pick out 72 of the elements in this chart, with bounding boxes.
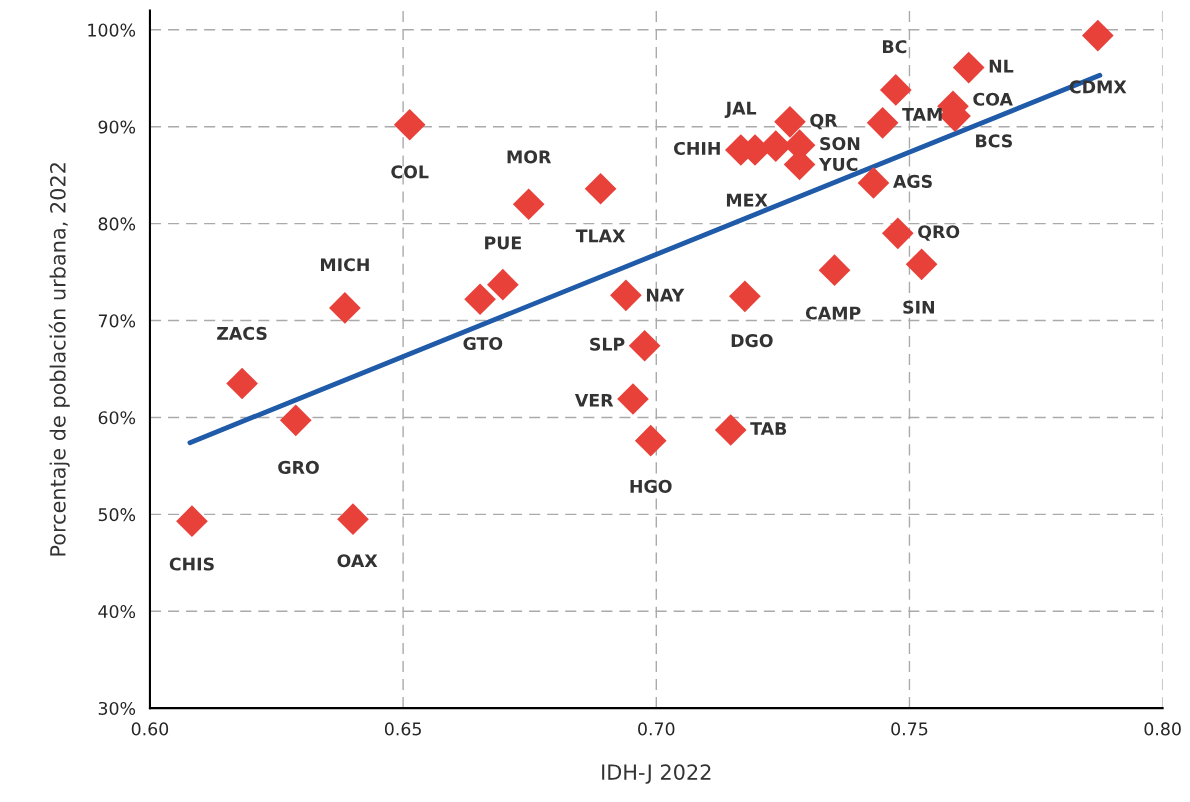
point [628, 329, 661, 362]
x-tick-label: 0.65 [384, 722, 421, 736]
y-tick-label: 60% [98, 411, 136, 425]
x-tick-label: 0.70 [638, 722, 675, 736]
annotation: COL [391, 165, 429, 179]
x-tick-label: 0.75 [891, 722, 928, 736]
annotation: AGS [893, 174, 932, 188]
annotation: MEX [726, 193, 768, 207]
annotation: MOR [507, 150, 552, 164]
annotation: VER [574, 393, 614, 407]
x-tick-label: 0.60 [131, 722, 169, 736]
point [857, 167, 890, 199]
annotation: OAX [337, 554, 378, 568]
point [952, 51, 985, 84]
annotation: GRO [278, 460, 319, 474]
annotation: QRO [918, 225, 960, 241]
y-tick-label: 40% [98, 604, 136, 619]
annotation: DGO [731, 334, 773, 348]
annotation: BC [883, 40, 907, 54]
x-axis-title: IDH-J 2022 [602, 764, 711, 784]
point [279, 404, 312, 437]
annotation: PUE [485, 236, 521, 250]
point [1081, 19, 1114, 52]
annotation: SON [820, 137, 860, 151]
point [610, 279, 642, 312]
y-tick-label: 70% [98, 314, 136, 328]
point [714, 414, 747, 446]
annotation: TAM [902, 108, 942, 121]
x-tick-label: 0.80 [1144, 722, 1181, 736]
point [487, 268, 519, 301]
y-tick-label: 50% [98, 508, 136, 522]
annotation: SLP [590, 337, 625, 351]
annotation: TAB [750, 422, 787, 435]
annotation: JAL [724, 101, 757, 118]
point [337, 503, 369, 536]
point [176, 505, 208, 537]
point [464, 283, 496, 316]
annotation: HGO [630, 479, 672, 493]
point [226, 367, 258, 400]
point [774, 106, 806, 138]
annotation: TLAX [575, 229, 626, 243]
annotation: MICH [320, 258, 369, 272]
annotation: CHIH [674, 141, 720, 156]
annotation: CAMP [805, 306, 861, 320]
y-tick-label: 100% [88, 23, 136, 37]
annotation: COA [973, 92, 1013, 106]
y-axis-title: Porcentaje de población urbana, 2022 [48, 163, 70, 556]
y-tick-label: 30% [98, 701, 136, 716]
point [905, 248, 938, 281]
y-tick-label: 80% [98, 217, 136, 231]
annotation: BCS [976, 134, 1013, 148]
annotation: YUC [818, 157, 858, 171]
annotation: GTO [463, 336, 503, 351]
point [729, 280, 761, 313]
annotation: NAY [646, 288, 685, 302]
point [512, 188, 545, 221]
point [818, 254, 851, 286]
point [329, 292, 361, 324]
annotation: NL [989, 59, 1014, 73]
point [393, 108, 426, 141]
annotation: CHIS [169, 557, 214, 571]
annotation: QR [810, 113, 838, 130]
point [584, 172, 617, 205]
annotation: ZACS [217, 326, 267, 340]
point [866, 107, 899, 139]
point [881, 217, 914, 250]
y-tick-label: 90% [98, 120, 136, 134]
annotation: SIN [903, 300, 934, 314]
annotation: CDMX [1069, 80, 1127, 94]
point [617, 383, 649, 415]
point [634, 424, 667, 457]
point [879, 74, 912, 106]
